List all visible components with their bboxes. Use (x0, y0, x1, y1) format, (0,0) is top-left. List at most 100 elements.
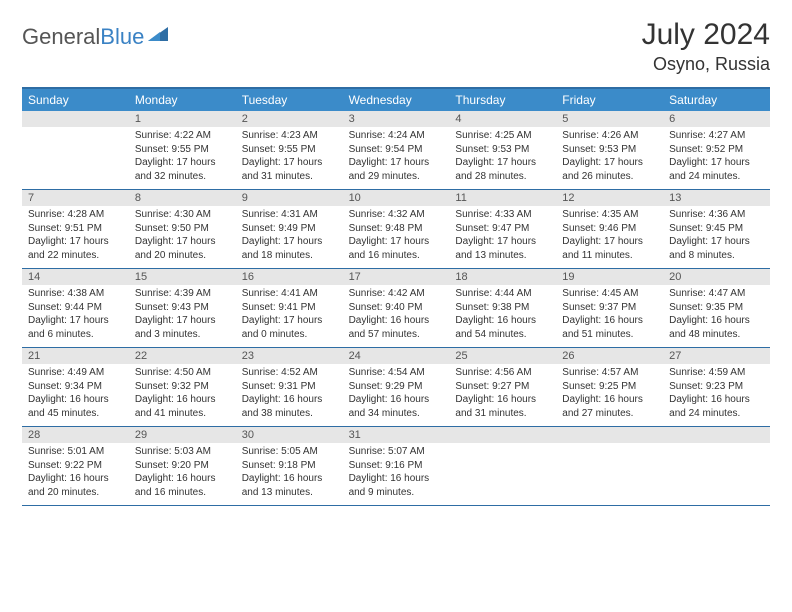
day-cell: 31Sunrise: 5:07 AMSunset: 9:16 PMDayligh… (343, 427, 450, 505)
sunset-text: Sunset: 9:55 PM (242, 143, 337, 157)
sunrise-text: Sunrise: 4:38 AM (28, 287, 123, 301)
logo-word-general: General (22, 24, 100, 49)
daylight2-text: and 51 minutes. (562, 328, 657, 342)
day-number (449, 427, 556, 443)
day-cell: 9Sunrise: 4:31 AMSunset: 9:49 PMDaylight… (236, 190, 343, 268)
day-details: Sunrise: 5:07 AMSunset: 9:16 PMDaylight:… (343, 443, 450, 499)
sunset-text: Sunset: 9:31 PM (242, 380, 337, 394)
sunset-text: Sunset: 9:53 PM (562, 143, 657, 157)
sunset-text: Sunset: 9:35 PM (669, 301, 764, 315)
day-details: Sunrise: 4:49 AMSunset: 9:34 PMDaylight:… (22, 364, 129, 420)
week-row: 28Sunrise: 5:01 AMSunset: 9:22 PMDayligh… (22, 427, 770, 506)
sunrise-text: Sunrise: 4:52 AM (242, 366, 337, 380)
daylight1-text: Daylight: 17 hours (349, 156, 444, 170)
day-details (556, 443, 663, 445)
sunrise-text: Sunrise: 4:44 AM (455, 287, 550, 301)
sunset-text: Sunset: 9:25 PM (562, 380, 657, 394)
daylight2-text: and 48 minutes. (669, 328, 764, 342)
day-details: Sunrise: 4:42 AMSunset: 9:40 PMDaylight:… (343, 285, 450, 341)
daylight1-text: Daylight: 17 hours (135, 235, 230, 249)
week-row: 1Sunrise: 4:22 AMSunset: 9:55 PMDaylight… (22, 111, 770, 190)
dow-saturday: Saturday (663, 89, 770, 111)
day-details: Sunrise: 4:25 AMSunset: 9:53 PMDaylight:… (449, 127, 556, 183)
day-number: 14 (22, 269, 129, 285)
day-number: 25 (449, 348, 556, 364)
daylight2-text: and 6 minutes. (28, 328, 123, 342)
day-cell: 28Sunrise: 5:01 AMSunset: 9:22 PMDayligh… (22, 427, 129, 505)
day-cell: 2Sunrise: 4:23 AMSunset: 9:55 PMDaylight… (236, 111, 343, 189)
day-cell (663, 427, 770, 505)
day-details: Sunrise: 4:30 AMSunset: 9:50 PMDaylight:… (129, 206, 236, 262)
daylight1-text: Daylight: 16 hours (28, 393, 123, 407)
dow-thursday: Thursday (449, 89, 556, 111)
day-cell: 11Sunrise: 4:33 AMSunset: 9:47 PMDayligh… (449, 190, 556, 268)
day-details: Sunrise: 4:38 AMSunset: 9:44 PMDaylight:… (22, 285, 129, 341)
daylight2-text: and 28 minutes. (455, 170, 550, 184)
sunrise-text: Sunrise: 4:39 AM (135, 287, 230, 301)
day-cell: 30Sunrise: 5:05 AMSunset: 9:18 PMDayligh… (236, 427, 343, 505)
day-cell: 6Sunrise: 4:27 AMSunset: 9:52 PMDaylight… (663, 111, 770, 189)
day-number: 9 (236, 190, 343, 206)
daylight2-text: and 27 minutes. (562, 407, 657, 421)
sunrise-text: Sunrise: 4:33 AM (455, 208, 550, 222)
sunset-text: Sunset: 9:16 PM (349, 459, 444, 473)
sunset-text: Sunset: 9:37 PM (562, 301, 657, 315)
day-cell: 15Sunrise: 4:39 AMSunset: 9:43 PMDayligh… (129, 269, 236, 347)
day-cell: 20Sunrise: 4:47 AMSunset: 9:35 PMDayligh… (663, 269, 770, 347)
daylight1-text: Daylight: 16 hours (242, 393, 337, 407)
sunset-text: Sunset: 9:53 PM (455, 143, 550, 157)
sunset-text: Sunset: 9:20 PM (135, 459, 230, 473)
day-cell: 14Sunrise: 4:38 AMSunset: 9:44 PMDayligh… (22, 269, 129, 347)
sunset-text: Sunset: 9:55 PM (135, 143, 230, 157)
daylight2-text: and 9 minutes. (349, 486, 444, 500)
day-details (22, 127, 129, 129)
dow-sunday: Sunday (22, 89, 129, 111)
daylight1-text: Daylight: 17 hours (455, 235, 550, 249)
day-details: Sunrise: 4:35 AMSunset: 9:46 PMDaylight:… (556, 206, 663, 262)
logo: GeneralBlue (22, 18, 168, 50)
daylight2-text: and 22 minutes. (28, 249, 123, 263)
sunset-text: Sunset: 9:38 PM (455, 301, 550, 315)
sunset-text: Sunset: 9:54 PM (349, 143, 444, 157)
day-cell (449, 427, 556, 505)
daylight1-text: Daylight: 17 hours (135, 156, 230, 170)
daylight2-text: and 16 minutes. (135, 486, 230, 500)
day-number: 27 (663, 348, 770, 364)
daylight1-text: Daylight: 17 hours (562, 235, 657, 249)
day-number: 30 (236, 427, 343, 443)
day-number: 10 (343, 190, 450, 206)
daylight1-text: Daylight: 17 hours (669, 156, 764, 170)
sunrise-text: Sunrise: 4:32 AM (349, 208, 444, 222)
sunrise-text: Sunrise: 4:47 AM (669, 287, 764, 301)
sunset-text: Sunset: 9:40 PM (349, 301, 444, 315)
sunrise-text: Sunrise: 4:35 AM (562, 208, 657, 222)
daylight2-text: and 45 minutes. (28, 407, 123, 421)
day-number: 1 (129, 111, 236, 127)
daylight2-text: and 54 minutes. (455, 328, 550, 342)
day-number: 13 (663, 190, 770, 206)
sunrise-text: Sunrise: 5:03 AM (135, 445, 230, 459)
dow-tuesday: Tuesday (236, 89, 343, 111)
day-details: Sunrise: 4:39 AMSunset: 9:43 PMDaylight:… (129, 285, 236, 341)
day-cell: 18Sunrise: 4:44 AMSunset: 9:38 PMDayligh… (449, 269, 556, 347)
daylight1-text: Daylight: 16 hours (455, 393, 550, 407)
daylight1-text: Daylight: 17 hours (242, 235, 337, 249)
day-details: Sunrise: 4:54 AMSunset: 9:29 PMDaylight:… (343, 364, 450, 420)
daylight2-text: and 11 minutes. (562, 249, 657, 263)
daylight1-text: Daylight: 17 hours (669, 235, 764, 249)
day-cell: 7Sunrise: 4:28 AMSunset: 9:51 PMDaylight… (22, 190, 129, 268)
sunrise-text: Sunrise: 4:28 AM (28, 208, 123, 222)
day-cell: 16Sunrise: 4:41 AMSunset: 9:41 PMDayligh… (236, 269, 343, 347)
day-cell: 21Sunrise: 4:49 AMSunset: 9:34 PMDayligh… (22, 348, 129, 426)
daylight2-text: and 57 minutes. (349, 328, 444, 342)
week-row: 21Sunrise: 4:49 AMSunset: 9:34 PMDayligh… (22, 348, 770, 427)
daylight2-text: and 13 minutes. (242, 486, 337, 500)
daylight2-text: and 29 minutes. (349, 170, 444, 184)
daylight1-text: Daylight: 16 hours (562, 314, 657, 328)
daylight1-text: Daylight: 16 hours (669, 393, 764, 407)
day-details: Sunrise: 4:57 AMSunset: 9:25 PMDaylight:… (556, 364, 663, 420)
daylight2-text: and 16 minutes. (349, 249, 444, 263)
day-number: 12 (556, 190, 663, 206)
sunset-text: Sunset: 9:47 PM (455, 222, 550, 236)
day-number: 21 (22, 348, 129, 364)
